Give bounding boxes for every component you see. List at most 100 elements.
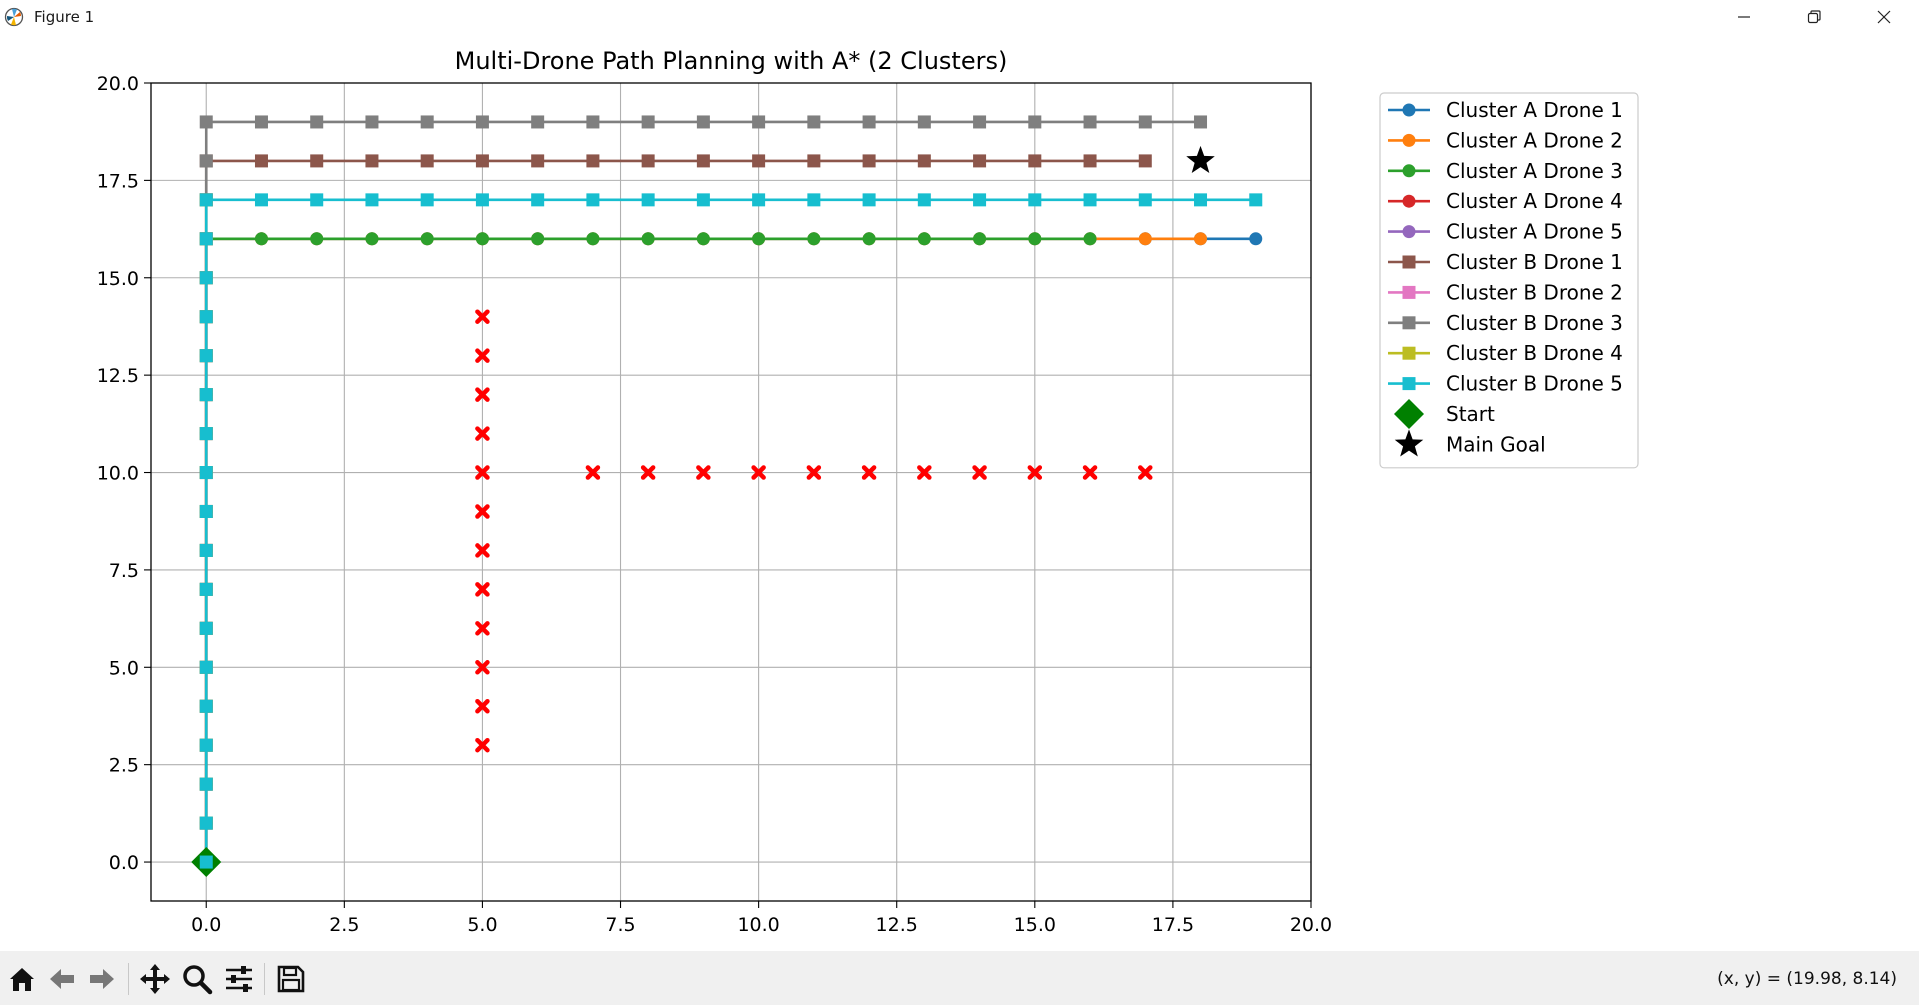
obstacle-marker (1027, 465, 1043, 480)
point-marker (586, 232, 600, 246)
point-marker (199, 816, 213, 830)
legend-entry: Start (1394, 399, 1495, 429)
obstacle-marker (861, 465, 877, 480)
point-marker (696, 193, 710, 207)
point-marker (199, 466, 213, 480)
point-marker (199, 699, 213, 713)
zoom-button[interactable] (180, 962, 214, 996)
point-marker (199, 621, 213, 635)
point-marker (1028, 193, 1042, 207)
chart: Multi-Drone Path Planning with A* (2 Clu… (97, 47, 1639, 936)
legend-marker (1402, 164, 1416, 178)
point-marker (1138, 232, 1152, 246)
series-8 (199, 115, 1208, 869)
point-marker (696, 232, 710, 246)
point-marker (199, 115, 213, 129)
legend-marker (1394, 429, 1424, 457)
legend-label: Cluster A Drone 1 (1446, 98, 1623, 122)
magnifier-icon (183, 965, 213, 995)
x-tick-label: 5.0 (467, 914, 497, 936)
obstacle-marker (475, 309, 490, 324)
point-marker (475, 232, 489, 246)
legend-label: Cluster B Drone 5 (1446, 372, 1623, 396)
point-marker (862, 232, 876, 246)
point-marker (475, 115, 489, 129)
point-marker (365, 193, 379, 207)
point-marker (475, 154, 489, 168)
point-marker (254, 154, 268, 168)
minimize-button[interactable] (1709, 0, 1779, 34)
point-marker (862, 115, 876, 129)
series-3 (199, 232, 1097, 869)
point-marker (752, 154, 766, 168)
forward-button[interactable] (85, 962, 119, 996)
point-marker (862, 154, 876, 168)
back-button[interactable] (45, 962, 79, 996)
point-marker (807, 115, 821, 129)
figure-canvas[interactable]: Multi-Drone Path Planning with A* (2 Clu… (0, 34, 1919, 951)
obstacle-marker (475, 426, 490, 441)
legend-marker (1402, 285, 1416, 299)
point-marker (531, 115, 545, 129)
point-marker (752, 193, 766, 207)
y-tick-label: 7.5 (109, 560, 139, 582)
legend-marker (1394, 399, 1424, 429)
obstacle-marker (917, 465, 932, 480)
point-marker (199, 660, 213, 674)
special-markers (191, 145, 1215, 878)
legend-label: Cluster A Drone 4 (1446, 189, 1623, 213)
obstacle-marker (475, 582, 490, 597)
legend-label: Cluster B Drone 2 (1446, 280, 1623, 304)
save-button[interactable] (274, 962, 308, 996)
point-marker (752, 232, 766, 246)
legend-entry: Cluster B Drone 4 (1388, 341, 1623, 365)
y-tick-label: 20.0 (97, 73, 139, 95)
obstacle-marker (475, 465, 490, 480)
point-marker (917, 193, 931, 207)
series-line (204, 237, 1091, 863)
series-lines (199, 115, 1263, 869)
configure-subplots-button[interactable] (222, 962, 256, 996)
obstacle-marker (475, 387, 490, 402)
grid (151, 82, 1312, 901)
y-tick-label: 5.0 (109, 657, 139, 679)
point-marker (696, 115, 710, 129)
series-line (204, 237, 1201, 863)
home-button[interactable] (5, 962, 39, 996)
point-marker (1083, 193, 1097, 207)
series-10 (199, 193, 1263, 869)
point-marker (199, 738, 213, 752)
axis-ticks: 0.0 2.5 5.0 7.5 10.0 12.5 15.0 17.5 20.0 0.0 2.5 5.… (97, 73, 1332, 936)
cursor-coordinates: (x, y) = (19.98, 8.14) (1717, 969, 1897, 989)
legend-label: Main Goal (1446, 432, 1546, 456)
point-marker (1138, 115, 1152, 129)
point-marker (199, 855, 213, 869)
point-marker (199, 388, 213, 402)
legend-entry: Cluster A Drone 5 (1388, 220, 1623, 244)
x-tick-label: 17.5 (1152, 914, 1194, 936)
point-marker (310, 193, 324, 207)
point-marker (254, 193, 268, 207)
point-marker (531, 154, 545, 168)
point-marker (973, 193, 987, 207)
restore-button[interactable] (1779, 0, 1849, 34)
pan-button[interactable] (138, 962, 172, 996)
close-button[interactable] (1849, 0, 1919, 34)
axes-frame (150, 82, 1312, 902)
restore-icon (1807, 10, 1821, 24)
legend-entry: Cluster A Drone 4 (1388, 189, 1623, 213)
legend-label: Cluster B Drone 4 (1446, 341, 1623, 365)
sliders-icon (226, 966, 252, 992)
obstacle-marker (585, 465, 601, 480)
legend-marker (1402, 194, 1416, 208)
point-marker (199, 427, 213, 441)
point-marker (1249, 232, 1263, 246)
obstacle-marker (475, 698, 490, 714)
legend-marker (1402, 133, 1416, 147)
legend: Cluster A Drone 1 Cluster A Drone 2 Cluste… (1379, 92, 1639, 469)
y-tick-label: 15.0 (97, 268, 139, 290)
obstacle-marker (475, 348, 490, 363)
point-marker (1083, 154, 1097, 168)
point-marker (973, 115, 987, 129)
legend-entry: Cluster B Drone 2 (1388, 280, 1623, 304)
